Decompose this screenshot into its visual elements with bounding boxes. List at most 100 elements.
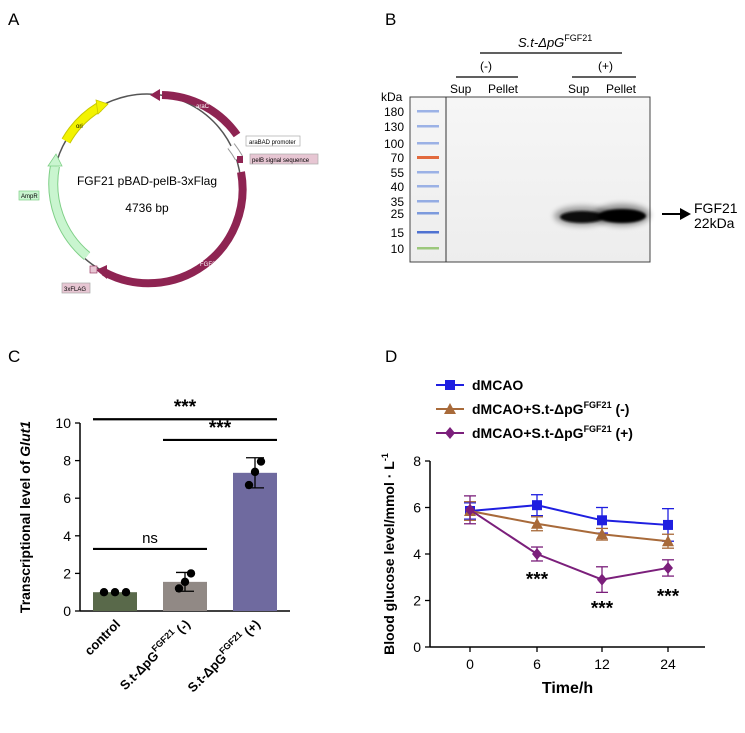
d-xtick-label-0: 0 xyxy=(466,656,474,672)
d-ylabel: Blood glucose level/mmol · L-1 xyxy=(380,453,397,655)
panel-c-chart: C 0 2 4 6 8 10 Transcriptional level of Glut1 co… xyxy=(8,347,290,695)
panel-c-letter: C xyxy=(8,347,20,366)
feature-ori-inner xyxy=(62,103,102,144)
d-point-0-3 xyxy=(663,519,673,530)
feature-ampr-label: AmpR xyxy=(21,194,38,200)
c-category-main-0: control xyxy=(81,617,123,659)
blot-membrane xyxy=(409,96,651,263)
c-sig-label-0: *** xyxy=(174,397,197,418)
c-ylabel-gene: Glut1 xyxy=(17,421,33,457)
d-ylabel-text: Blood glucose level/mmol · L xyxy=(381,461,397,655)
c-ytick-label-4: 4 xyxy=(63,528,71,544)
feature-ori-arrow xyxy=(95,99,109,115)
blot-group-label-main: S.t-ΔpG xyxy=(518,35,564,50)
feature-3xflag-label: 3xFLAG xyxy=(64,287,86,293)
d-point-0-1 xyxy=(532,500,542,511)
ladder-band-100 xyxy=(417,142,439,145)
c-point-1-0 xyxy=(174,584,184,593)
c-point-1-1 xyxy=(180,577,190,587)
ladder-label-100: 100 xyxy=(384,137,404,151)
ladder-band-55 xyxy=(417,171,439,174)
d-xtick-label-24: 24 xyxy=(660,656,676,672)
ladder-label-70: 70 xyxy=(391,151,405,165)
ladder-band-180 xyxy=(417,110,439,113)
feature-fgf21-arc xyxy=(102,171,247,288)
feature-arac-arc xyxy=(161,91,241,138)
panel-a: A araC araBAD promoter pelB signal seque… xyxy=(8,10,319,294)
d-legend-name-2: dMCAO+S.t-ΔpG xyxy=(472,425,584,441)
d-point-2-2 xyxy=(597,573,607,586)
feature-arabad-labelbox xyxy=(245,135,301,147)
ladder-band-40 xyxy=(417,185,439,188)
feature-pelb-marker xyxy=(237,156,243,163)
d-legend-name-1: dMCAO+S.t-ΔpG xyxy=(472,401,584,417)
d-legend-tail-1: (-) xyxy=(612,401,630,417)
c-ytick-label-0: 0 xyxy=(63,603,71,619)
d-legend-label-2: dMCAO+S.t-ΔpGFGF21 (+) xyxy=(472,424,633,441)
ladder-label-180: 180 xyxy=(384,105,404,119)
ladder-band-15 xyxy=(417,231,439,234)
feature-3xflag-marker xyxy=(89,265,98,274)
feature-arac-label: araC xyxy=(196,104,210,110)
feature-fgf21-label: FGF21 xyxy=(200,262,219,268)
feature-ampr-arrow xyxy=(47,153,63,167)
plasmid-name: FGF21 pBAD-pelB-3xFlag xyxy=(77,174,217,188)
d-legend-sup-2: FGF21 xyxy=(584,424,612,434)
c-point-2-2 xyxy=(256,457,266,466)
d-legend-marker-2 xyxy=(445,427,455,439)
c-point-0-1 xyxy=(110,588,120,597)
c-ylabel: Transcriptional level of Glut1 xyxy=(17,421,33,613)
d-ytick-label-8: 8 xyxy=(413,453,421,469)
c-ytick-label-8: 8 xyxy=(63,453,71,469)
c-ylabel-text: Transcriptional level of xyxy=(17,457,33,613)
d-xlabel: Time/h xyxy=(542,680,593,697)
ladder-label-40: 40 xyxy=(391,180,405,194)
blot-band-lane4 xyxy=(598,209,646,223)
ladder-band-25 xyxy=(417,212,439,215)
d-point-1-1 xyxy=(531,517,543,529)
c-ytick-label-2: 2 xyxy=(63,565,71,581)
feature-ampr-inner xyxy=(49,165,90,260)
d-annotation-2: *** xyxy=(657,587,680,608)
d-series-line-2 xyxy=(469,508,669,581)
lane-label-3: Sup xyxy=(568,82,590,96)
c-category-label-0: control xyxy=(81,617,123,659)
panel-b: B S.t-ΔpGFGF21 (-) (+) Sup Pellet Sup Pe… xyxy=(381,10,738,263)
kda-label: kDa xyxy=(381,90,403,104)
d-ytick-label-2: 2 xyxy=(413,593,421,609)
band-arrow-head xyxy=(680,208,691,220)
feature-ampr-labelbox xyxy=(18,190,40,201)
d-series-line-1 xyxy=(469,510,669,543)
d-ytick-label-6: 6 xyxy=(413,500,421,516)
blot-group-label-sup: FGF21 xyxy=(564,33,592,43)
d-annotation-1: *** xyxy=(591,598,614,619)
ladder-label-25: 25 xyxy=(391,207,405,221)
blot-neg-label: (-) xyxy=(480,59,492,73)
c-ytick-label-6: 6 xyxy=(63,490,71,506)
d-point-2-0 xyxy=(465,503,475,516)
ladder-band-10 xyxy=(417,247,439,250)
panel-b-letter: B xyxy=(385,10,396,29)
d-xtick-label-12: 12 xyxy=(594,656,610,672)
lane-label-1: Sup xyxy=(450,82,472,96)
d-legend-label-0: dMCAO xyxy=(472,377,523,393)
ladder-label-130: 130 xyxy=(384,120,404,134)
feature-arabad-label: araBAD promoter xyxy=(249,140,296,146)
feature-ori-label: ori xyxy=(76,124,83,130)
d-legend-label-1: dMCAO+S.t-ΔpGFGF21 (-) xyxy=(472,400,629,417)
plasmid-size: 4736 bp xyxy=(125,201,169,215)
d-point-2-3 xyxy=(663,561,673,574)
d-annotation-0: *** xyxy=(526,569,549,590)
d-legend-marker-0 xyxy=(445,380,455,390)
feature-arac-arrow xyxy=(150,89,160,101)
blot-pos-label: (+) xyxy=(598,59,613,73)
c-category-main-1: S.t-ΔpG xyxy=(117,648,162,693)
ladder-band-130 xyxy=(417,125,439,128)
c-ytick-label-10: 10 xyxy=(55,415,71,431)
lane-label-2: Pellet xyxy=(488,82,519,96)
d-legend-marker-1 xyxy=(444,403,456,414)
panel-a-letter: A xyxy=(8,10,20,29)
panel-d-letter: D xyxy=(385,347,397,366)
band-label-name: FGF21 xyxy=(694,200,738,216)
d-ytick-label-0: 0 xyxy=(413,639,421,655)
